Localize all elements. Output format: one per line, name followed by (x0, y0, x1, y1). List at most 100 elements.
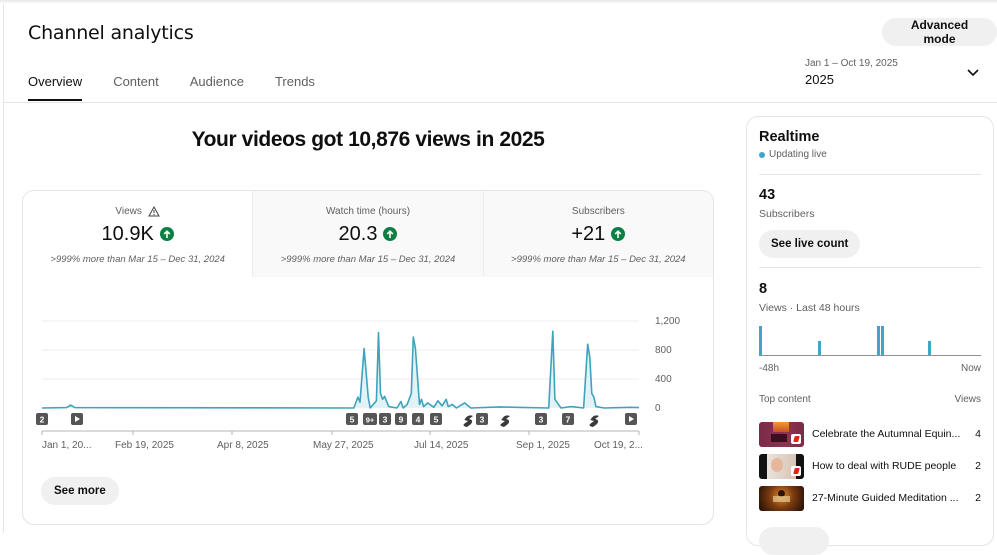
video-thumbnail (759, 421, 804, 447)
video-marker[interactable] (71, 413, 83, 425)
views-chart[interactable]: 1,200 800 400 0 2 5 9+ 3 9 4 5 3 3 7 Jan 1, 20...… (23, 277, 714, 457)
axis-end: Now (960, 363, 981, 374)
trend-up-icon (611, 227, 626, 241)
metric-watch-time[interactable]: Watch time (hours) 20.3 >999% more than … (252, 191, 483, 277)
top-content-label: Top content (759, 394, 811, 405)
shorts-marker[interactable] (589, 415, 599, 427)
metric-comparison: >999% more than Mar 15 – Dec 31, 2024 (511, 254, 686, 265)
shorts-marker[interactable] (463, 415, 473, 427)
top-content-header: Top content Views (759, 394, 981, 405)
play-icon (75, 416, 80, 422)
analytics-tabs: Overview Content Audience Trends (28, 74, 346, 101)
metric-views-label-row: Views (23, 205, 252, 218)
top-content-item[interactable]: How to deal with RUDE people 2 (759, 453, 981, 479)
see-more-button[interactable]: See more (41, 477, 119, 505)
svg-text:7: 7 (566, 415, 571, 425)
svg-text:3: 3 (480, 415, 485, 425)
y-tick: 400 (655, 374, 672, 385)
trend-up-icon (159, 227, 174, 241)
svg-text:9: 9 (399, 415, 404, 425)
realtime-bar (759, 326, 762, 355)
top-content-item[interactable]: 27-Minute Guided Meditation ... 2 (759, 485, 981, 511)
video-thumbnail (759, 453, 804, 479)
upload-count-marker[interactable]: 4 (412, 413, 424, 425)
realtime-bar (818, 341, 821, 355)
see-live-count-button[interactable]: See live count (759, 230, 861, 258)
tabs-divider (4, 102, 997, 103)
metric-value: +21 (571, 222, 606, 245)
upload-count-marker[interactable]: 3 (379, 413, 391, 425)
realtime-bar (881, 326, 884, 355)
top-shadow (0, 0, 997, 4)
top-content-item[interactable]: Celebrate the Autumnal Equin... 4 (759, 421, 981, 447)
views-line (41, 330, 640, 409)
realtime-title: Realtime (759, 129, 820, 145)
tab-overview[interactable]: Overview (28, 74, 83, 101)
y-tick: 800 (655, 345, 672, 356)
svg-text:4: 4 (416, 415, 421, 425)
realtime-bar (928, 341, 931, 355)
live-status: Updating live (759, 149, 827, 160)
realtime-subscribers-label: Subscribers (759, 208, 815, 220)
metric-subscribers-label-row: Subscribers (484, 205, 713, 218)
chevron-down-icon (967, 69, 979, 77)
axis-start: -48h (759, 363, 780, 374)
svg-text:3: 3 (383, 415, 388, 425)
shorts-marker[interactable] (500, 415, 510, 427)
shorts-icon (791, 433, 801, 444)
svg-text:9+: 9+ (366, 416, 375, 425)
upload-markers: 2 5 9+ 3 9 4 5 3 3 7 (36, 413, 637, 427)
date-period-text: 2025 (805, 72, 834, 87)
upload-count-marker[interactable]: 3 (476, 413, 488, 425)
live-dot-icon (759, 151, 765, 158)
tab-audience[interactable]: Audience (189, 74, 244, 89)
svg-text:5: 5 (434, 415, 439, 425)
upload-count-marker[interactable]: 7 (562, 413, 574, 425)
date-range-picker[interactable]: Jan 1 – Oct 19, 2025 2025 (805, 58, 985, 94)
realtime-bar (877, 326, 880, 355)
upload-count-marker[interactable]: 9+ (363, 413, 377, 425)
y-tick: 0 (655, 403, 661, 414)
metric-subscribers[interactable]: Subscribers +21 >999% more than Mar 15 –… (482, 191, 713, 277)
video-title: How to deal with RUDE people (812, 460, 957, 472)
metric-comparison: >999% more than Mar 15 – Dec 31, 2024 (50, 254, 225, 265)
page-frame (3, 4, 997, 533)
gridlines (42, 320, 639, 380)
live-status-text: Updating live (769, 149, 827, 160)
svg-text:3: 3 (539, 415, 544, 425)
shorts-icon (589, 415, 599, 427)
upload-count-marker[interactable]: 5 (346, 413, 358, 425)
x-axis-labels: Jan 1, 20... Feb 19, 2025 Apr 8, 2025 Ma… (41, 431, 643, 451)
realtime-subscribers-count: 43 (759, 187, 776, 203)
metric-views[interactable]: Views 10.9K >999% more than Mar 15 – Dec… (23, 191, 253, 277)
x-tick: Apr 8, 2025 (217, 440, 269, 451)
video-marker[interactable] (625, 413, 637, 425)
overview-headline: Your videos got 10,876 views in 2025 (191, 128, 545, 151)
tab-content[interactable]: Content (113, 74, 159, 89)
metric-tabs: Views 10.9K >999% more than Mar 15 – Dec… (23, 191, 713, 277)
video-thumbnail (759, 485, 804, 511)
advanced-mode-button[interactable]: Advanced mode (882, 18, 997, 46)
play-icon (629, 416, 634, 422)
upload-count-marker[interactable]: 5 (430, 413, 442, 425)
upload-count-marker[interactable]: 2 (36, 413, 48, 425)
shorts-icon (791, 465, 801, 476)
x-tick: Jul 14, 2025 (414, 440, 469, 451)
metric-comparison: >999% more than Mar 15 – Dec 31, 2024 (280, 254, 456, 265)
video-title: Celebrate the Autumnal Equin... (812, 428, 961, 440)
tab-trends[interactable]: Trends (274, 74, 315, 89)
y-tick: 1,200 (655, 316, 680, 327)
x-tick: Sep 1, 2025 (516, 440, 570, 451)
metric-watch-time-label-row: Watch time (hours) (253, 205, 482, 218)
video-views: 4 (975, 428, 981, 440)
upload-count-marker[interactable]: 3 (535, 413, 547, 425)
metric-label: Watch time (hours) (325, 206, 411, 217)
realtime-views-bar-chart[interactable] (759, 322, 981, 356)
realtime-see-more-button[interactable] (759, 527, 829, 555)
upload-count-marker[interactable]: 9 (395, 413, 407, 425)
metric-value: 20.3 (338, 222, 378, 245)
realtime-card: Realtime Updating live 43 Subscribers Se… (746, 116, 994, 555)
x-tick: Feb 19, 2025 (115, 440, 174, 451)
realtime-axis: -48h Now (759, 363, 981, 374)
overview-card: Views 10.9K >999% more than Mar 15 – Dec… (22, 190, 714, 525)
